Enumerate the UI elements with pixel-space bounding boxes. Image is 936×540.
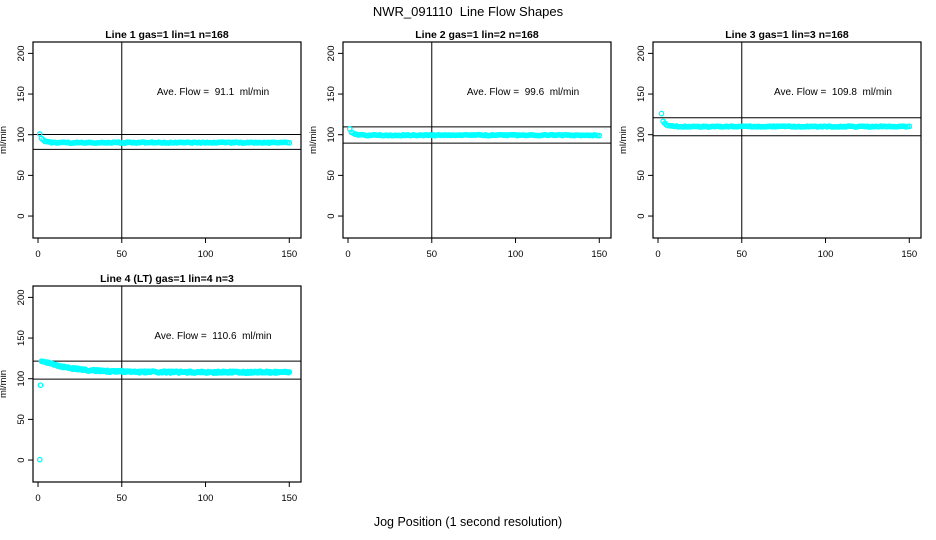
y-tick-label: 100 bbox=[636, 127, 647, 143]
x-tick-label: 50 bbox=[116, 249, 127, 260]
x-tick-label: 0 bbox=[35, 249, 40, 260]
panel-title: Line 4 (LT) gas=1 lin=4 n=3 bbox=[100, 273, 234, 285]
flow-data-point bbox=[286, 369, 293, 375]
x-axis-label: Jog Position (1 second resolution) bbox=[373, 515, 563, 529]
x-tick-label: 150 bbox=[901, 249, 917, 260]
flow-data-point bbox=[286, 140, 293, 146]
panel-line-1: Line 1 gas=1 lin=1 n=168 Ave. Flow = 91.… bbox=[0, 28, 312, 272]
y-tick-label: 0 bbox=[326, 213, 337, 218]
panel-line-2: Line 2 gas=1 lin=2 n=168 Ave. Flow = 99.… bbox=[308, 28, 622, 272]
y-tick-label: 150 bbox=[326, 86, 337, 102]
x-tick-label: 100 bbox=[508, 249, 524, 260]
plot-frame bbox=[342, 41, 612, 239]
x-tick-label: 0 bbox=[655, 249, 660, 260]
y-tick-label: 50 bbox=[326, 170, 337, 181]
y-tick-label: 0 bbox=[16, 213, 27, 218]
x-tick-label: 150 bbox=[591, 249, 607, 260]
flow-data-point bbox=[36, 456, 43, 463]
x-tick-label: 150 bbox=[281, 249, 297, 260]
x-tick-label: 100 bbox=[198, 493, 214, 504]
y-tick-label: 200 bbox=[326, 45, 337, 61]
y-tick-label: 50 bbox=[16, 170, 27, 181]
plot-frame bbox=[32, 285, 302, 483]
ave-flow-annotation: Ave. Flow = 110.6 ml/min bbox=[154, 331, 272, 342]
panel-title: Line 1 gas=1 lin=1 n=168 bbox=[105, 29, 229, 41]
page-title: NWR_091110 Line Flow Shapes bbox=[372, 4, 564, 19]
x-tick-label: 100 bbox=[198, 249, 214, 260]
ave-flow-annotation: Ave. Flow = 99.6 ml/min bbox=[466, 87, 580, 98]
x-tick-label: 50 bbox=[736, 249, 747, 260]
y-tick-label: 50 bbox=[16, 414, 27, 425]
y-tick-label: 200 bbox=[16, 289, 27, 305]
flow-data-point bbox=[36, 131, 43, 137]
y-tick-label: 0 bbox=[636, 213, 647, 218]
flow-data-point bbox=[596, 132, 603, 139]
plot-area-line-1: 0 50 100 150 0 50 100 150 200 bbox=[16, 41, 302, 260]
x-tick-label: 150 bbox=[281, 493, 297, 504]
plot-frame bbox=[32, 41, 302, 239]
flow-data-point bbox=[658, 110, 665, 117]
flow-data-point bbox=[906, 123, 913, 130]
plot-area-line-3: 0 50 100 150 0 50 100 150 200 bbox=[636, 41, 922, 260]
plot-frame bbox=[652, 41, 922, 239]
plot-area-line-4: 0 50 100 150 0 50 100 150 200 bbox=[16, 285, 302, 504]
panel-line-3: Line 3 gas=1 lin=3 n=168 Ave. Flow = 109… bbox=[618, 28, 932, 272]
x-tick-label: 0 bbox=[345, 249, 350, 260]
x-tick-label: 50 bbox=[116, 493, 127, 504]
y-tick-label: 100 bbox=[16, 371, 27, 387]
y-tick-label: 150 bbox=[16, 86, 27, 102]
panel-line-4: Line 4 (LT) gas=1 lin=4 n=3 Ave. Flow = … bbox=[0, 272, 312, 516]
x-tick-label: 100 bbox=[818, 249, 834, 260]
x-tick-label: 50 bbox=[426, 249, 437, 260]
y-tick-label: 100 bbox=[326, 127, 337, 143]
panel-title: Line 2 gas=1 lin=2 n=168 bbox=[415, 29, 539, 41]
ave-flow-annotation: Ave. Flow = 91.1 ml/min bbox=[156, 87, 270, 98]
y-tick-label: 50 bbox=[636, 170, 647, 181]
y-tick-label: 200 bbox=[636, 45, 647, 61]
flow-data-point bbox=[37, 382, 44, 389]
y-tick-label: 100 bbox=[16, 127, 27, 143]
plot-area-line-2: 0 50 100 150 0 50 100 150 200 bbox=[326, 41, 612, 260]
y-tick-label: 0 bbox=[16, 457, 27, 462]
y-tick-label: 200 bbox=[16, 45, 27, 61]
y-tick-label: 150 bbox=[16, 330, 27, 346]
x-tick-label: 0 bbox=[35, 493, 40, 504]
panel-title: Line 3 gas=1 lin=3 n=168 bbox=[725, 29, 849, 41]
ave-flow-annotation: Ave. Flow = 109.8 ml/min bbox=[774, 87, 892, 98]
y-tick-label: 150 bbox=[636, 86, 647, 102]
